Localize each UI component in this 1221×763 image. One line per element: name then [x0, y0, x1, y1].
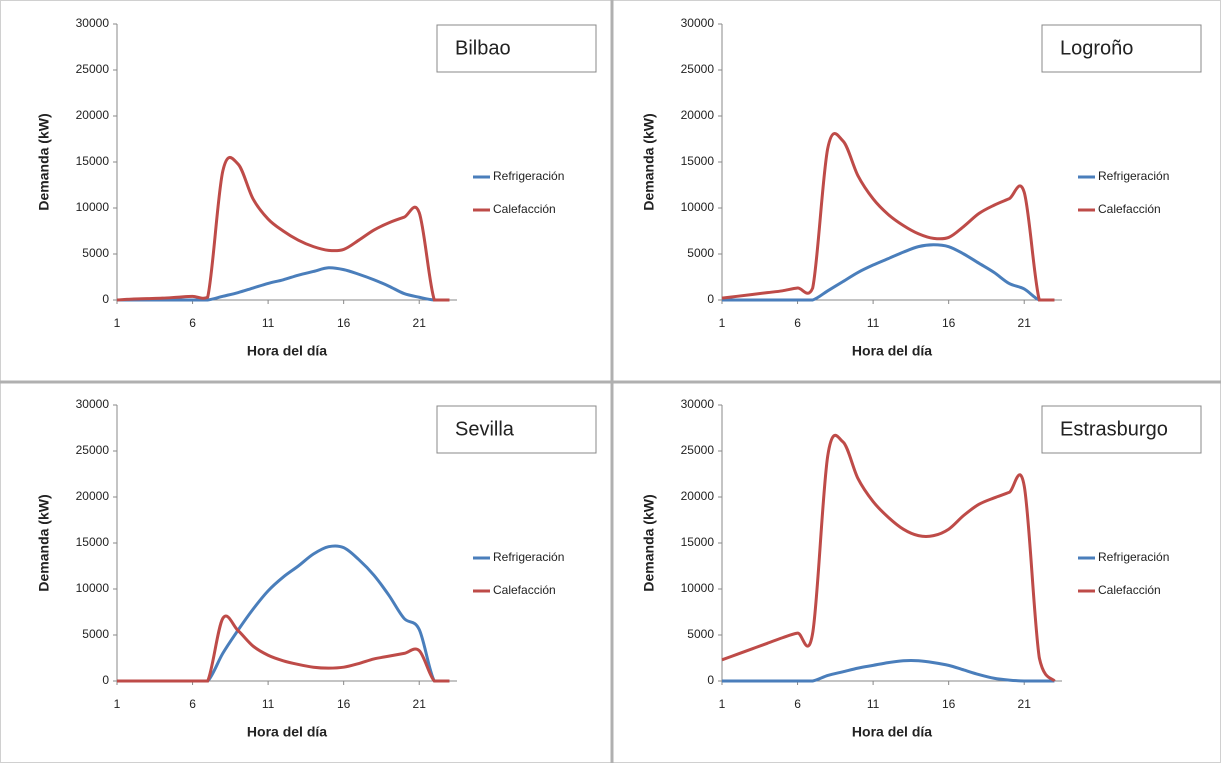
series-line: [721, 132, 1055, 302]
y-tick-label: 15000: [681, 154, 715, 168]
x-axis-title: Hora del día: [852, 343, 932, 359]
y-tick-label: 10000: [76, 581, 110, 595]
legend-label: Calefacción: [493, 202, 556, 216]
x-tick-label: 6: [794, 316, 801, 330]
y-axis-title: Demanda (kW): [36, 113, 52, 210]
x-tick-label: 21: [1018, 697, 1032, 711]
y-tick-label: 0: [102, 673, 109, 687]
x-tick-label: 6: [189, 697, 196, 711]
x-tick-label: 21: [413, 697, 427, 711]
y-tick-label: 10000: [681, 200, 715, 214]
series-line: [721, 659, 1055, 683]
y-tick-label: 20000: [681, 489, 715, 503]
x-tick-label: 11: [262, 697, 275, 711]
series-line: [116, 155, 450, 302]
title-box: [436, 24, 597, 73]
legend-label: Refrigeración: [1098, 169, 1169, 183]
series-line: [721, 243, 1055, 302]
x-tick-label: 16: [942, 697, 956, 711]
x-tick-label: 6: [794, 697, 801, 711]
y-tick-label: 0: [707, 673, 714, 687]
y-tick-label: 30000: [681, 16, 715, 30]
x-axis-title: Hora del día: [852, 724, 932, 740]
y-axis-title: Demanda (kW): [641, 494, 657, 591]
title-box: [1041, 405, 1202, 454]
y-tick-label: 20000: [76, 108, 110, 122]
x-axis-title: Hora del día: [247, 724, 327, 740]
y-tick-label: 20000: [76, 489, 110, 503]
title-box: [1041, 24, 1202, 73]
y-tick-label: 30000: [681, 397, 715, 411]
y-tick-label: 10000: [681, 581, 715, 595]
y-tick-label: 0: [102, 292, 109, 306]
legend-label: Refrigeración: [493, 169, 564, 183]
series-line: [116, 614, 450, 683]
y-tick-label: 30000: [76, 16, 110, 30]
x-axis-title: Hora del día: [247, 343, 327, 359]
series-line: [721, 433, 1056, 683]
y-tick-label: 15000: [76, 154, 110, 168]
x-tick-label: 16: [337, 697, 351, 711]
chart-title: Bilbao: [455, 37, 511, 59]
chart-title: Estrasburgo: [1060, 418, 1168, 440]
x-tick-label: 1: [719, 697, 726, 711]
y-tick-label: 5000: [82, 627, 109, 641]
x-tick-label: 1: [719, 316, 726, 330]
y-axis-title: Demanda (kW): [36, 494, 52, 591]
x-tick-label: 21: [1018, 316, 1032, 330]
x-tick-label: 16: [942, 316, 956, 330]
legend-label: Refrigeración: [493, 550, 564, 564]
y-tick-label: 20000: [681, 108, 715, 122]
y-tick-label: 5000: [687, 627, 714, 641]
y-tick-label: 15000: [76, 535, 110, 549]
x-tick-label: 1: [114, 316, 121, 330]
legend-label: Calefacción: [1098, 583, 1161, 597]
y-axis-title: Demanda (kW): [641, 113, 657, 210]
y-tick-label: 5000: [82, 246, 109, 260]
y-tick-label: 15000: [681, 535, 715, 549]
x-tick-label: 11: [867, 316, 880, 330]
x-tick-label: 11: [262, 316, 275, 330]
series-line: [116, 266, 450, 302]
x-tick-label: 16: [337, 316, 351, 330]
x-tick-label: 1: [114, 697, 121, 711]
y-tick-label: 30000: [76, 397, 110, 411]
y-tick-label: 10000: [76, 200, 110, 214]
y-tick-label: 0: [707, 292, 714, 306]
chart-title: Sevilla: [455, 418, 515, 440]
chart-title: Logroño: [1060, 37, 1133, 59]
y-tick-label: 25000: [681, 62, 715, 76]
x-tick-label: 21: [413, 316, 427, 330]
y-tick-label: 25000: [681, 443, 715, 457]
y-tick-label: 25000: [76, 62, 110, 76]
x-tick-label: 11: [867, 697, 880, 711]
legend-label: Calefacción: [1098, 202, 1161, 216]
legend-label: Refrigeración: [1098, 550, 1169, 564]
x-tick-label: 6: [189, 316, 196, 330]
y-tick-label: 25000: [76, 443, 110, 457]
legend-label: Calefacción: [493, 583, 556, 597]
title-box: [436, 405, 597, 454]
y-tick-label: 5000: [687, 246, 714, 260]
